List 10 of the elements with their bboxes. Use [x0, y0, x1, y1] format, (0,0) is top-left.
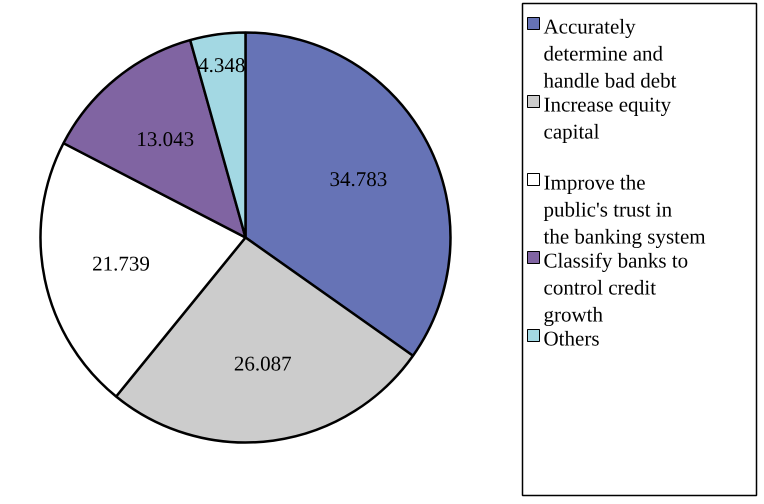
- legend-label: Others: [544, 326, 600, 350]
- legend-label: Classify banks to control credit growth: [544, 248, 688, 326]
- data-label: 21.739: [92, 251, 150, 276]
- legend-label: Accurately determine and handle bad debt: [544, 14, 677, 92]
- data-label: 34.783: [329, 167, 388, 192]
- data-label: 13.043: [136, 126, 194, 151]
- data-label: 26.087: [234, 351, 292, 376]
- legend-label: Increase equity capital: [544, 92, 672, 144]
- data-label: 4.348: [198, 52, 246, 77]
- legend-label: Improve the public's trust in the banking system: [544, 170, 706, 248]
